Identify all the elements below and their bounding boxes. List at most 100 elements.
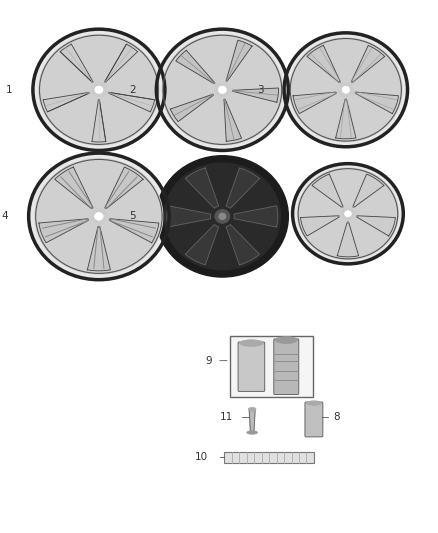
Ellipse shape [164, 163, 280, 270]
Bar [225, 452, 314, 463]
Polygon shape [105, 44, 138, 82]
Ellipse shape [156, 29, 288, 150]
FancyBboxPatch shape [305, 402, 323, 437]
Ellipse shape [293, 164, 403, 264]
Polygon shape [109, 219, 159, 243]
Ellipse shape [215, 83, 230, 97]
Ellipse shape [342, 206, 343, 208]
Text: 9: 9 [205, 356, 212, 366]
Ellipse shape [339, 83, 353, 96]
Ellipse shape [306, 401, 321, 406]
Ellipse shape [109, 219, 111, 221]
Polygon shape [224, 99, 241, 141]
Ellipse shape [342, 86, 350, 93]
Polygon shape [233, 88, 279, 102]
Ellipse shape [105, 80, 106, 83]
Ellipse shape [95, 86, 103, 93]
Ellipse shape [33, 29, 165, 150]
FancyBboxPatch shape [238, 342, 265, 391]
Text: 11: 11 [220, 412, 233, 422]
Ellipse shape [213, 82, 215, 84]
Ellipse shape [91, 80, 93, 83]
Text: 10: 10 [194, 453, 208, 463]
Polygon shape [43, 92, 89, 112]
Ellipse shape [290, 38, 402, 142]
Ellipse shape [347, 222, 349, 223]
Polygon shape [234, 206, 278, 227]
Ellipse shape [275, 336, 297, 343]
FancyBboxPatch shape [274, 339, 299, 394]
Ellipse shape [162, 35, 283, 145]
Ellipse shape [212, 94, 214, 96]
Ellipse shape [91, 209, 107, 224]
Ellipse shape [86, 219, 88, 221]
Ellipse shape [341, 208, 355, 220]
Polygon shape [176, 50, 215, 84]
Polygon shape [105, 167, 143, 209]
Bar [230, 336, 313, 397]
Ellipse shape [91, 207, 93, 208]
Text: 1: 1 [6, 85, 13, 95]
Ellipse shape [353, 206, 354, 208]
Ellipse shape [345, 211, 351, 217]
Polygon shape [351, 45, 385, 83]
Text: 3: 3 [258, 85, 264, 95]
Polygon shape [300, 216, 339, 236]
Ellipse shape [226, 79, 228, 82]
Polygon shape [353, 174, 384, 207]
Ellipse shape [338, 216, 340, 217]
Polygon shape [357, 216, 396, 236]
Polygon shape [293, 92, 336, 114]
Ellipse shape [355, 92, 357, 94]
Ellipse shape [156, 156, 288, 277]
Ellipse shape [219, 213, 226, 220]
Polygon shape [312, 174, 343, 207]
Ellipse shape [224, 99, 226, 101]
Polygon shape [356, 92, 399, 114]
Ellipse shape [95, 213, 103, 220]
Polygon shape [336, 100, 356, 139]
Text: 2: 2 [130, 85, 136, 95]
Text: 7: 7 [266, 209, 272, 219]
Ellipse shape [39, 35, 159, 145]
Polygon shape [109, 92, 155, 112]
Ellipse shape [240, 340, 263, 346]
Polygon shape [39, 219, 88, 243]
Polygon shape [87, 227, 110, 271]
Ellipse shape [219, 86, 226, 93]
Polygon shape [167, 206, 211, 227]
Polygon shape [226, 224, 259, 265]
Polygon shape [60, 44, 93, 82]
Ellipse shape [351, 81, 353, 83]
Ellipse shape [91, 83, 107, 97]
Ellipse shape [98, 226, 100, 228]
Ellipse shape [297, 168, 398, 260]
Ellipse shape [247, 431, 258, 434]
Polygon shape [337, 223, 359, 257]
Polygon shape [185, 224, 219, 265]
Ellipse shape [109, 92, 110, 94]
Text: 4: 4 [2, 212, 8, 221]
Ellipse shape [339, 81, 341, 83]
Polygon shape [226, 168, 259, 208]
Ellipse shape [98, 99, 100, 101]
Text: 8: 8 [333, 412, 340, 422]
Ellipse shape [284, 33, 407, 147]
Text: 5: 5 [130, 212, 136, 221]
Ellipse shape [105, 207, 107, 208]
Ellipse shape [356, 216, 358, 217]
Ellipse shape [28, 153, 169, 280]
Ellipse shape [215, 209, 230, 223]
Polygon shape [185, 168, 219, 208]
Ellipse shape [233, 90, 234, 92]
Ellipse shape [35, 159, 163, 274]
Ellipse shape [345, 99, 347, 100]
Ellipse shape [248, 407, 256, 411]
Polygon shape [170, 94, 213, 122]
Polygon shape [92, 100, 106, 142]
Polygon shape [55, 167, 93, 209]
Polygon shape [307, 45, 340, 83]
Ellipse shape [87, 92, 89, 94]
Polygon shape [249, 409, 255, 432]
Ellipse shape [335, 92, 337, 94]
